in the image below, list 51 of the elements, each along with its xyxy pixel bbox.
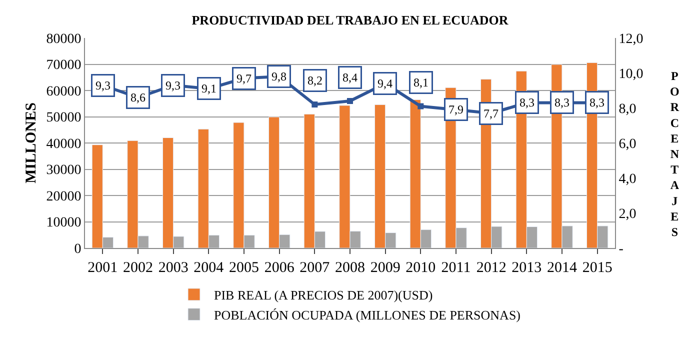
y-tick-label: 10000 bbox=[46, 216, 82, 231]
data-label: 9,7 bbox=[236, 72, 252, 86]
data-label: 8,3 bbox=[554, 96, 570, 110]
legend-label: PIB REAL (A PRECIOS DE 2007)(USD) bbox=[214, 288, 433, 303]
data-label: 8,1 bbox=[414, 76, 428, 90]
y-tick-label: 0 bbox=[74, 242, 82, 257]
y-axis-title: MILLONES bbox=[23, 102, 40, 184]
y-tick-label: 40000 bbox=[46, 136, 82, 152]
x-tick-label: 2003 bbox=[158, 260, 188, 276]
x-tick-label: 2015 bbox=[582, 260, 612, 276]
data-label: 7,7 bbox=[484, 106, 498, 120]
y-tick-label: 60000 bbox=[46, 84, 82, 100]
y-tick-label: 50000 bbox=[46, 110, 82, 126]
x-tick-label: 2011 bbox=[441, 260, 471, 276]
y2-tick-label: - bbox=[618, 242, 624, 257]
y-tick-label: 70000 bbox=[46, 58, 82, 74]
x-tick-label: 2006 bbox=[264, 260, 295, 276]
y-tick-label: 30000 bbox=[46, 163, 82, 178]
data-label: 9,3 bbox=[166, 78, 180, 92]
y-tick-label: 80000 bbox=[46, 32, 82, 47]
x-tick-label: 2014 bbox=[547, 260, 578, 276]
y2-tick-label: 2,0 bbox=[618, 206, 636, 222]
x-tick-label: 2010 bbox=[406, 260, 436, 276]
x-tick-label: 2002 bbox=[123, 260, 153, 276]
x-tick-label: 2009 bbox=[370, 260, 400, 276]
data-label: 9,8 bbox=[272, 70, 286, 84]
y2-tick-label: 8,0 bbox=[618, 102, 636, 117]
x-tick-label: 2004 bbox=[194, 260, 224, 276]
legend-label: POBLACIÓN OCUPADA (MILLONES DE PERSONAS) bbox=[214, 307, 520, 322]
y2-tick-label: 12,0 bbox=[618, 32, 644, 47]
y2-tick-label: 4,0 bbox=[618, 172, 636, 187]
chart-title: PRODUCTIVIDAD DEL TRABAJO EN EL ECUADOR bbox=[192, 12, 509, 28]
x-tick-label: 2013 bbox=[512, 260, 542, 276]
data-label: 9,1 bbox=[202, 82, 216, 96]
x-tick-label: 2001 bbox=[88, 260, 118, 276]
data-label: 8,3 bbox=[590, 96, 604, 110]
data-label: 8,3 bbox=[520, 96, 534, 110]
data-label: 8,2 bbox=[308, 74, 322, 88]
y2-tick-label: 6,0 bbox=[618, 136, 636, 152]
data-label: 7,9 bbox=[448, 102, 464, 116]
data-label: 9,3 bbox=[96, 78, 110, 92]
y-tick-label: 20000 bbox=[46, 189, 82, 204]
data-label: 8,4 bbox=[342, 70, 358, 84]
data-label: 9,4 bbox=[378, 76, 392, 90]
data-label: 8,6 bbox=[130, 90, 146, 104]
x-tick-label: 2012 bbox=[476, 260, 506, 276]
x-tick-label: 2005 bbox=[229, 260, 259, 276]
x-tick-label: 2007 bbox=[300, 260, 330, 276]
y2-tick-label: 10,0 bbox=[618, 66, 644, 82]
x-tick-label: 2008 bbox=[335, 260, 365, 276]
text: PORCENTAJES bbox=[670, 69, 680, 239]
